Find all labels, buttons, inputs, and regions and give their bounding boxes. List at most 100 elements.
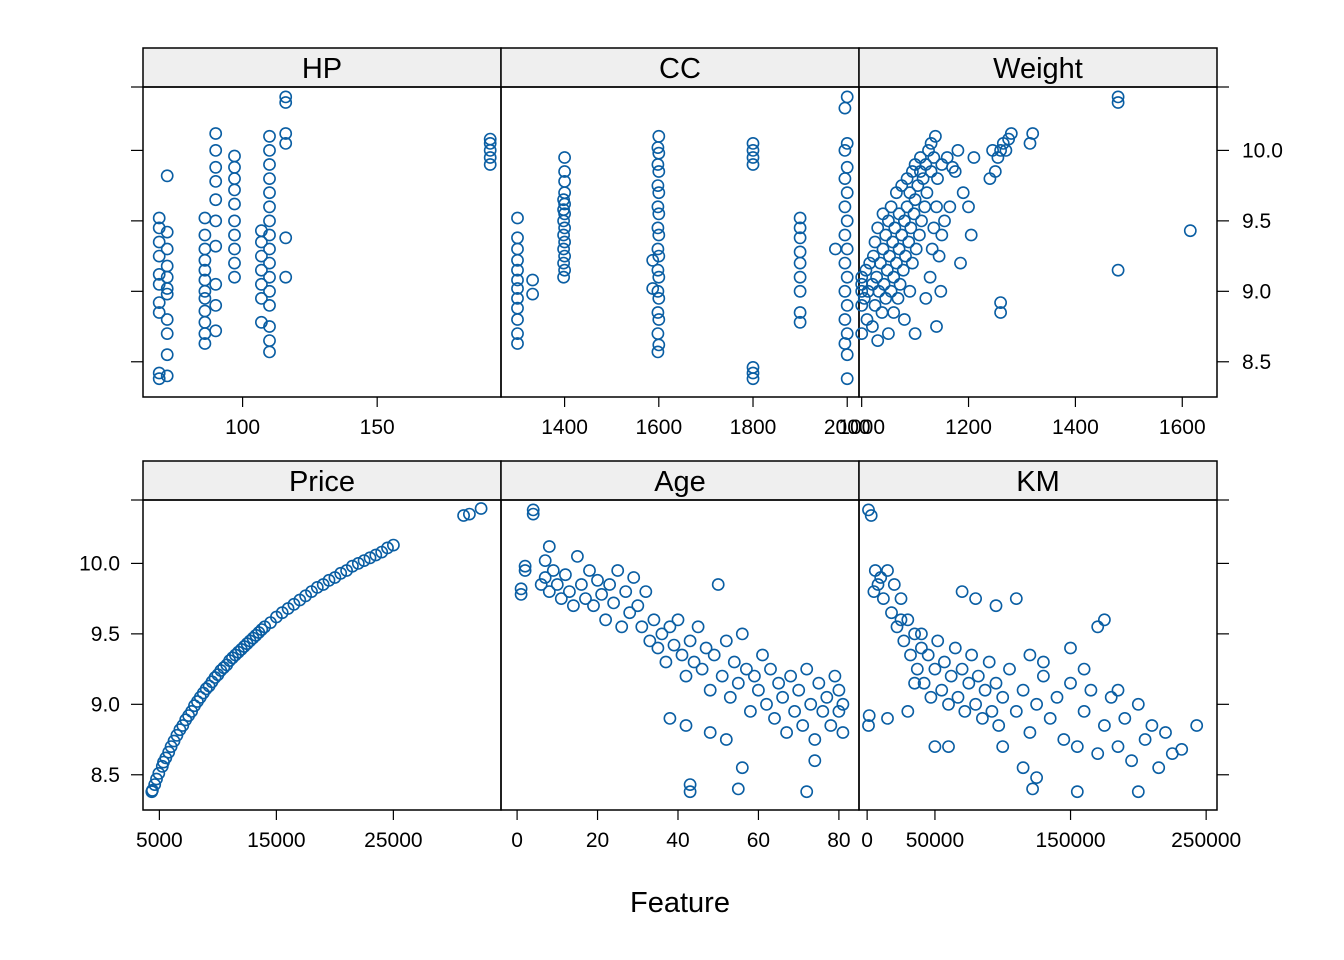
- data-point: [840, 242, 854, 256]
- data-point: [908, 193, 922, 207]
- data-point: [334, 566, 348, 580]
- data-point: [160, 242, 174, 256]
- data-point: [263, 334, 276, 347]
- data-point: [363, 551, 377, 565]
- data-point: [877, 592, 890, 605]
- data-point: [526, 507, 540, 521]
- plot-frame-weight: [858, 86, 1218, 398]
- data-point: [511, 291, 524, 305]
- data-point: [996, 690, 1010, 704]
- data-point: [691, 620, 705, 634]
- data-point: [788, 705, 801, 718]
- data-point: [900, 200, 914, 214]
- data-point: [829, 242, 842, 256]
- data-point: [263, 298, 276, 312]
- data-point: [683, 785, 697, 799]
- data-point: [152, 296, 166, 309]
- data-point: [748, 669, 761, 683]
- panel-km: KM: [858, 460, 1218, 811]
- data-point: [867, 585, 881, 598]
- data-point: [764, 662, 777, 676]
- data-point: [511, 231, 524, 245]
- data-point: [546, 564, 560, 577]
- data-point: [1084, 683, 1098, 697]
- data-point: [635, 620, 649, 634]
- strip-label-cc: CC: [659, 53, 701, 85]
- data-point: [542, 585, 556, 598]
- plot-frame-hp: [142, 86, 502, 398]
- data-point: [511, 327, 524, 340]
- data-point: [917, 676, 931, 690]
- data-point: [571, 550, 584, 563]
- data-point: [587, 599, 600, 613]
- x-axis-weight: 1000 1200 1400 1600: [838, 397, 1206, 439]
- data-point: [1064, 641, 1077, 655]
- data-point: [198, 304, 212, 318]
- data-point: [511, 273, 524, 287]
- data-point: [198, 315, 212, 329]
- data-point: [263, 228, 276, 242]
- data-point: [994, 143, 1007, 157]
- data-point: [812, 676, 826, 690]
- data-point: [898, 313, 911, 326]
- data-point: [671, 613, 685, 627]
- data-point: [840, 372, 854, 386]
- data-point: [663, 620, 677, 634]
- x-tick-label: 60: [747, 829, 770, 852]
- data-point: [160, 348, 174, 362]
- data-point: [263, 200, 276, 214]
- data-point: [962, 200, 975, 214]
- data-point: [263, 256, 276, 270]
- data-point: [772, 676, 785, 690]
- data-point: [885, 606, 898, 620]
- data-point: [982, 655, 996, 669]
- data-point: [879, 228, 893, 242]
- data-point: [866, 320, 879, 333]
- data-point: [1057, 733, 1071, 746]
- data-point: [1004, 127, 1018, 140]
- data-point: [209, 324, 223, 338]
- data-point: [631, 599, 645, 613]
- data-point: [160, 327, 174, 340]
- data-point: [647, 613, 661, 627]
- data-point: [909, 242, 923, 256]
- data-point: [796, 719, 810, 732]
- data-point: [209, 193, 223, 207]
- data-point: [263, 214, 276, 228]
- data-point: [651, 179, 665, 192]
- data-point: [938, 214, 951, 228]
- data-point: [958, 705, 972, 718]
- data-point: [992, 719, 1006, 732]
- data-point: [279, 270, 293, 284]
- x-tick-label: 1800: [730, 416, 777, 439]
- data-point: [228, 242, 241, 256]
- data-point: [474, 502, 488, 515]
- data-point: [838, 256, 852, 270]
- data-point: [1131, 785, 1145, 799]
- data-point: [651, 345, 665, 359]
- data-point: [567, 599, 580, 613]
- data-point: [731, 782, 745, 796]
- data-point: [1190, 719, 1204, 732]
- data-point: [1118, 712, 1132, 725]
- data-point: [896, 263, 910, 277]
- data-point: [209, 127, 223, 140]
- data-point: [784, 669, 797, 683]
- data-point: [209, 143, 223, 157]
- data-point: [927, 151, 941, 164]
- data-point: [152, 366, 166, 380]
- data-point: [679, 719, 693, 732]
- data-point: [971, 669, 985, 683]
- data-point: [1043, 712, 1057, 725]
- data-point: [652, 291, 666, 305]
- y-axis-row-2: 8.5 9.0 9.5 10.0: [79, 499, 1229, 787]
- data-point: [768, 712, 781, 725]
- data-point: [719, 733, 733, 746]
- data-point: [554, 592, 568, 605]
- x-axis-label: Feature: [630, 887, 730, 919]
- data-point: [198, 273, 212, 287]
- data-point: [1111, 263, 1125, 277]
- data-point: [904, 648, 917, 662]
- data-point: [954, 256, 967, 270]
- data-point: [652, 186, 666, 200]
